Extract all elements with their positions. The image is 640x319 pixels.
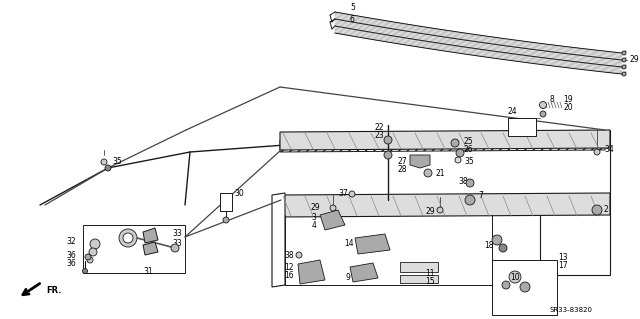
Bar (508, 118, 536, 136)
Text: 24: 24 (508, 108, 518, 116)
Text: 16: 16 (284, 271, 294, 279)
Text: 3: 3 (311, 213, 316, 222)
Text: 17: 17 (558, 262, 568, 271)
Circle shape (455, 157, 461, 163)
Circle shape (85, 254, 91, 260)
Text: 30: 30 (234, 189, 244, 197)
Bar (400, 275, 438, 283)
Polygon shape (298, 260, 325, 284)
Circle shape (296, 252, 302, 258)
Text: 21: 21 (435, 168, 445, 177)
Text: 33: 33 (172, 229, 182, 239)
Text: 19: 19 (563, 95, 573, 105)
Text: 27: 27 (397, 158, 407, 167)
Text: 11: 11 (425, 269, 435, 278)
Text: 6: 6 (350, 14, 355, 24)
Circle shape (349, 191, 355, 197)
Circle shape (123, 233, 133, 243)
Circle shape (622, 58, 626, 62)
Text: 35: 35 (112, 158, 122, 167)
Circle shape (540, 111, 546, 117)
Text: 32: 32 (67, 238, 76, 247)
Bar (400, 262, 438, 272)
Polygon shape (280, 138, 605, 152)
Text: 35: 35 (464, 157, 474, 166)
Circle shape (119, 229, 137, 247)
Text: 36: 36 (67, 250, 76, 259)
Text: 28: 28 (397, 166, 407, 174)
Polygon shape (143, 228, 158, 243)
Circle shape (465, 195, 475, 205)
Polygon shape (410, 155, 430, 168)
Circle shape (592, 205, 602, 215)
Text: 9: 9 (345, 272, 350, 281)
Circle shape (384, 151, 392, 159)
Text: 20: 20 (563, 103, 573, 113)
Text: 37: 37 (339, 189, 348, 197)
Text: 18: 18 (484, 241, 494, 249)
Circle shape (509, 271, 521, 283)
Text: 8: 8 (550, 95, 555, 105)
Polygon shape (280, 130, 610, 150)
Text: 13: 13 (558, 254, 568, 263)
Circle shape (437, 207, 443, 213)
Polygon shape (280, 198, 605, 214)
Circle shape (540, 101, 547, 108)
Circle shape (384, 136, 392, 144)
Circle shape (502, 281, 510, 289)
Circle shape (330, 205, 336, 211)
Text: SR33-83820: SR33-83820 (550, 307, 593, 313)
Circle shape (105, 165, 111, 171)
Circle shape (87, 257, 93, 263)
Text: 23: 23 (374, 130, 384, 139)
Circle shape (492, 235, 502, 245)
Text: 14: 14 (344, 239, 354, 248)
Text: 33: 33 (172, 239, 182, 248)
Circle shape (451, 139, 459, 147)
Polygon shape (320, 210, 345, 230)
Text: 38: 38 (458, 177, 468, 187)
Text: 15: 15 (425, 278, 435, 286)
Text: 12: 12 (285, 263, 294, 271)
Text: 29: 29 (426, 207, 435, 217)
Circle shape (101, 159, 107, 165)
Circle shape (499, 244, 507, 252)
Text: 36: 36 (67, 259, 76, 269)
Polygon shape (355, 234, 390, 254)
Polygon shape (280, 193, 610, 217)
Text: 22: 22 (374, 122, 384, 131)
Text: 31: 31 (143, 266, 153, 276)
Polygon shape (350, 263, 378, 282)
Text: 2: 2 (604, 205, 609, 214)
Text: 29: 29 (629, 56, 639, 64)
Circle shape (456, 149, 464, 157)
Text: 29: 29 (310, 204, 320, 212)
Bar (220, 193, 232, 211)
Text: FR.: FR. (46, 286, 61, 295)
Text: 38: 38 (284, 250, 294, 259)
Bar (83, 225, 185, 273)
Circle shape (89, 248, 97, 256)
Text: 34: 34 (604, 145, 614, 154)
Text: 26: 26 (463, 145, 472, 154)
Circle shape (223, 217, 229, 223)
Polygon shape (143, 242, 158, 255)
Text: 10: 10 (510, 272, 520, 281)
Circle shape (622, 51, 626, 55)
Circle shape (520, 282, 530, 292)
Polygon shape (272, 193, 285, 287)
Text: 5: 5 (350, 4, 355, 12)
Circle shape (83, 269, 88, 273)
Circle shape (622, 72, 626, 76)
Circle shape (466, 179, 474, 187)
Circle shape (424, 169, 432, 177)
Text: 7: 7 (478, 191, 483, 201)
Circle shape (171, 244, 179, 252)
Bar (492, 260, 557, 315)
Circle shape (594, 149, 600, 155)
Circle shape (90, 239, 100, 249)
Text: 4: 4 (311, 221, 316, 231)
Circle shape (622, 65, 626, 69)
Text: 25: 25 (463, 137, 472, 146)
